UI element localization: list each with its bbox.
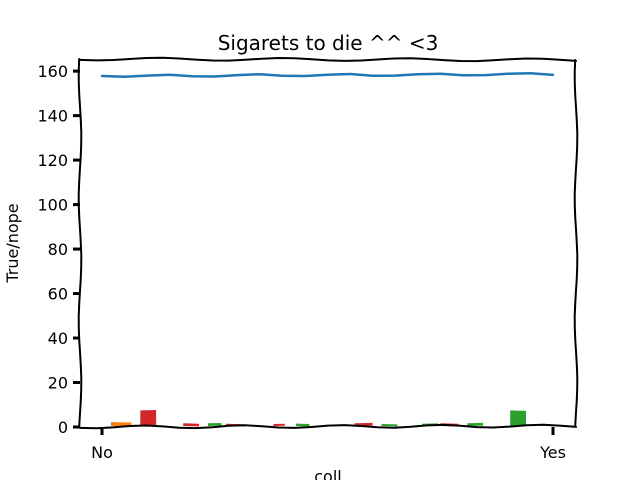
x-axis: No Yes bbox=[91, 427, 566, 462]
y-axis: 0 20 40 60 80 100 120 140 160 bbox=[37, 62, 80, 437]
y-tick-label-60: 60 bbox=[48, 285, 68, 304]
bar-5 bbox=[273, 423, 285, 426]
x-axis-label: coll bbox=[314, 467, 341, 480]
line-layer bbox=[100, 72, 555, 78]
bar-3 bbox=[208, 422, 222, 426]
bar-8 bbox=[381, 423, 398, 427]
x-tick-label-no: No bbox=[91, 443, 113, 462]
bar-6 bbox=[295, 423, 310, 427]
frame-left bbox=[77, 58, 83, 428]
frame-top bbox=[79, 56, 577, 63]
y-tick-label-140: 140 bbox=[37, 107, 68, 126]
y-tick-label-100: 100 bbox=[37, 196, 68, 215]
series-line bbox=[100, 72, 555, 78]
bar-11 bbox=[467, 422, 484, 427]
y-tick-label-160: 160 bbox=[37, 62, 68, 81]
y-tick-label-40: 40 bbox=[48, 329, 68, 348]
plot-frame bbox=[77, 56, 579, 430]
y-tick-label-20: 20 bbox=[48, 374, 68, 393]
frame-right bbox=[573, 59, 579, 427]
x-tick-label-yes: Yes bbox=[539, 443, 566, 462]
frame-bottom bbox=[79, 423, 577, 430]
y-tick-label-0: 0 bbox=[58, 418, 68, 437]
y-tick-label-120: 120 bbox=[37, 151, 68, 170]
bars-layer bbox=[111, 409, 547, 427]
y-axis-label: True/nope bbox=[3, 203, 22, 283]
chart-title: Sigarets to die ^^ <3 bbox=[218, 31, 439, 55]
y-tick-label-80: 80 bbox=[48, 240, 68, 259]
bar-2 bbox=[183, 423, 199, 427]
bar-12 bbox=[510, 410, 527, 427]
bar-1 bbox=[140, 409, 157, 427]
